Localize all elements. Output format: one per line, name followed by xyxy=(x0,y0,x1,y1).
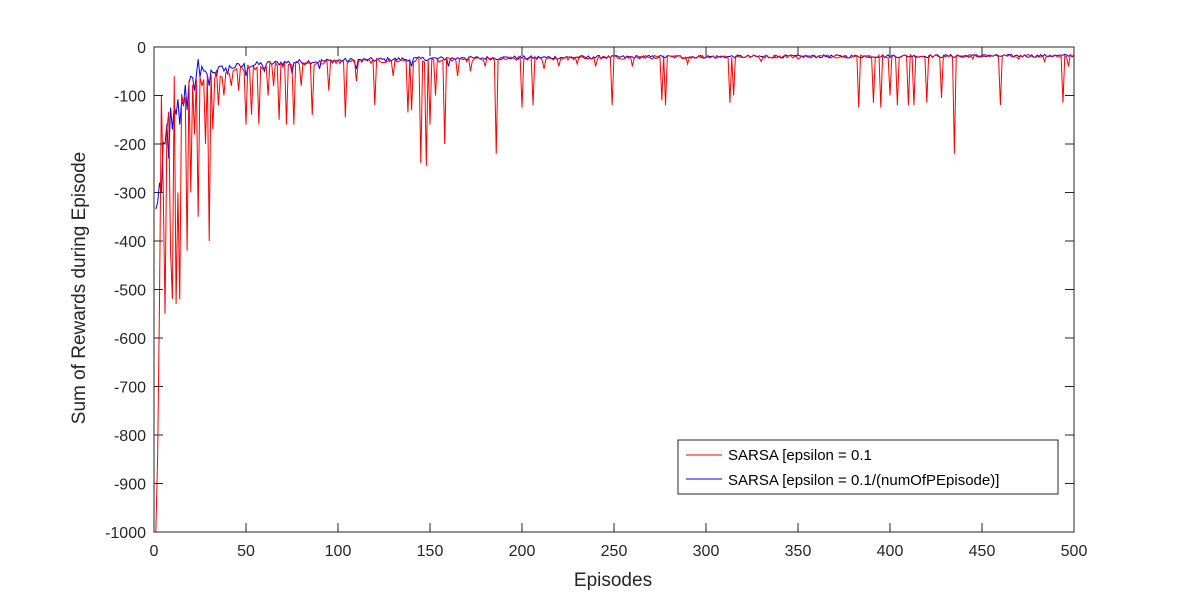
y-axis-label: Sum of Rewards during Episode xyxy=(69,152,90,424)
plot-area xyxy=(155,53,1074,532)
y-tick-label: -300 xyxy=(114,186,146,203)
series-line-1 xyxy=(155,53,1074,532)
x-tick-label: 50 xyxy=(237,543,255,560)
y-tick-label: -100 xyxy=(114,89,146,106)
x-tick-label: 350 xyxy=(785,543,812,560)
y-tick-label: -900 xyxy=(114,477,146,494)
y-tick-label: -400 xyxy=(114,234,146,251)
x-tick-label: 150 xyxy=(417,543,444,560)
x-axis-label: Episodes xyxy=(574,570,652,591)
x-tick-label: 450 xyxy=(969,543,996,560)
legend-label-series-2: SARSA [epsilon = 0.1/(numOfPEpisode)] xyxy=(728,472,999,489)
y-tick-label: -200 xyxy=(114,137,146,154)
y-tick-label: -800 xyxy=(114,428,146,445)
y-tick-label: -600 xyxy=(114,331,146,348)
x-tick-label: 250 xyxy=(601,543,628,560)
y-tick-label: -1000 xyxy=(105,525,146,542)
legend: SARSA [epsilon = 0.1 SARSA [epsilon = 0.… xyxy=(677,439,1059,495)
x-tick-label: 500 xyxy=(1061,543,1088,560)
axes: 0 50 100 150 200 250 300 350 400 450 500 0 -100 -200 -… xyxy=(105,40,1087,560)
y-tick-label: 0 xyxy=(137,40,146,57)
legend-box xyxy=(677,439,1059,495)
x-tick-label: 100 xyxy=(325,543,352,560)
legend-label-series-1: SARSA [epsilon = 0.1 xyxy=(728,447,872,464)
x-tick-label: 300 xyxy=(693,543,720,560)
x-tick-label: 400 xyxy=(877,543,904,560)
y-tick-label: -700 xyxy=(114,380,146,397)
x-tick-label: 0 xyxy=(150,543,159,560)
y-tick-label: -500 xyxy=(114,283,146,300)
x-tick-label: 200 xyxy=(509,543,536,560)
